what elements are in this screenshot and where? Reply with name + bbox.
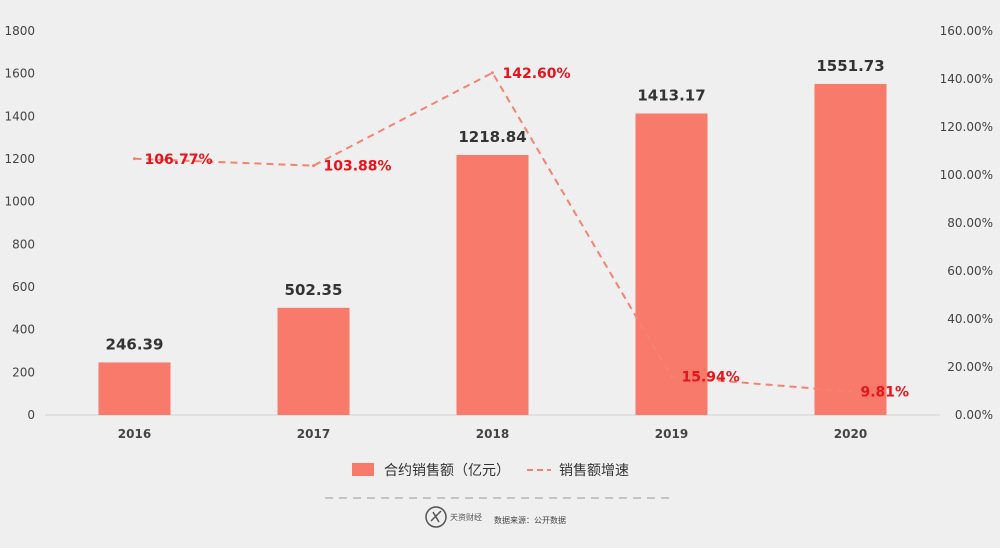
brand-logo-mark: [430, 510, 442, 523]
left-y-tick-label: 1800: [4, 24, 35, 38]
bar: [456, 154, 529, 415]
legend-bar-swatch: [352, 463, 374, 476]
right-y-tick-label: 20.00%: [947, 360, 993, 374]
right-y-tick-label: 120.00%: [940, 120, 993, 134]
x-tick-label: 2019: [655, 427, 688, 441]
growth-point: [312, 164, 315, 168]
growth-point: [133, 157, 136, 161]
right-y-tick-label: 40.00%: [947, 312, 993, 326]
data-source: 数据来源：公开数据: [494, 515, 566, 525]
right-y-tick-label: 140.00%: [940, 72, 993, 86]
growth-line-series: [133, 71, 852, 393]
x-tick-label: 2017: [297, 427, 330, 441]
right-y-tick-label: 0.00%: [955, 408, 993, 422]
growth-value-labels: 106.77% 103.88% 142.60% 15.94% 9.81%: [145, 66, 910, 401]
left-y-tick-label: 0: [27, 408, 35, 422]
growth-point: [849, 389, 852, 393]
bar-value-label: 1218.84: [458, 128, 526, 146]
brand-logo-circle: [425, 506, 447, 528]
left-y-axis: 0 200 400 600 800 1000 1200 1400 1600 1800: [4, 24, 35, 422]
left-y-tick-label: 800: [12, 237, 35, 251]
footer: 天资财经 数据来源：公开数据: [425, 506, 566, 528]
bar-value-label: 1551.73: [816, 57, 884, 75]
right-y-axis: 0.00% 20.00% 40.00% 60.00% 80.00% 100.00% 120.…: [940, 24, 993, 422]
bar-value-labels: 246.39 502.35 1218.84 1413.17 1551.73: [106, 57, 885, 353]
bar-value-label: 1413.17: [637, 87, 705, 105]
growth-value-label: 103.88%: [324, 159, 392, 175]
left-y-tick-label: 1400: [4, 109, 35, 123]
bar: [814, 83, 887, 415]
bar: [98, 362, 171, 415]
left-y-tick-label: 600: [12, 280, 35, 294]
x-axis: 2016 2017 2018 2019 2020: [118, 427, 867, 441]
left-y-tick-label: 200: [12, 365, 35, 379]
x-tick-label: 2018: [476, 427, 509, 441]
x-tick-label: 2020: [834, 427, 867, 441]
right-y-tick-label: 100.00%: [940, 168, 993, 182]
left-y-tick-label: 1000: [4, 195, 35, 209]
left-y-tick-label: 400: [12, 323, 35, 337]
bar: [635, 113, 708, 415]
legend: 合约销售额（亿元） 销售额增速: [352, 463, 629, 479]
bar-value-label: 502.35: [285, 281, 343, 299]
legend-bar-label: 合约销售额（亿元）: [384, 463, 510, 479]
right-y-tick-label: 160.00%: [940, 24, 993, 38]
right-y-tick-label: 80.00%: [947, 216, 993, 230]
growth-point: [670, 375, 673, 379]
x-tick-label: 2016: [118, 427, 151, 441]
bar-value-label: 246.39: [106, 335, 164, 353]
growth-line: [134, 71, 851, 393]
left-y-tick-label: 1600: [4, 67, 35, 81]
right-y-tick-label: 60.00%: [947, 264, 993, 278]
growth-value-label: 106.77%: [145, 152, 213, 168]
legend-line-label: 销售额增速: [559, 463, 629, 479]
bar-series: [98, 83, 887, 415]
bar: [277, 307, 350, 415]
growth-value-label: 9.81%: [861, 384, 910, 400]
growth-point: [491, 71, 494, 75]
brand-logo: [425, 506, 447, 528]
growth-value-label: 142.60%: [503, 66, 571, 82]
left-y-tick-label: 1200: [4, 152, 35, 166]
growth-value-label: 15.94%: [682, 370, 740, 386]
brand-name: 天资财经: [450, 512, 482, 522]
